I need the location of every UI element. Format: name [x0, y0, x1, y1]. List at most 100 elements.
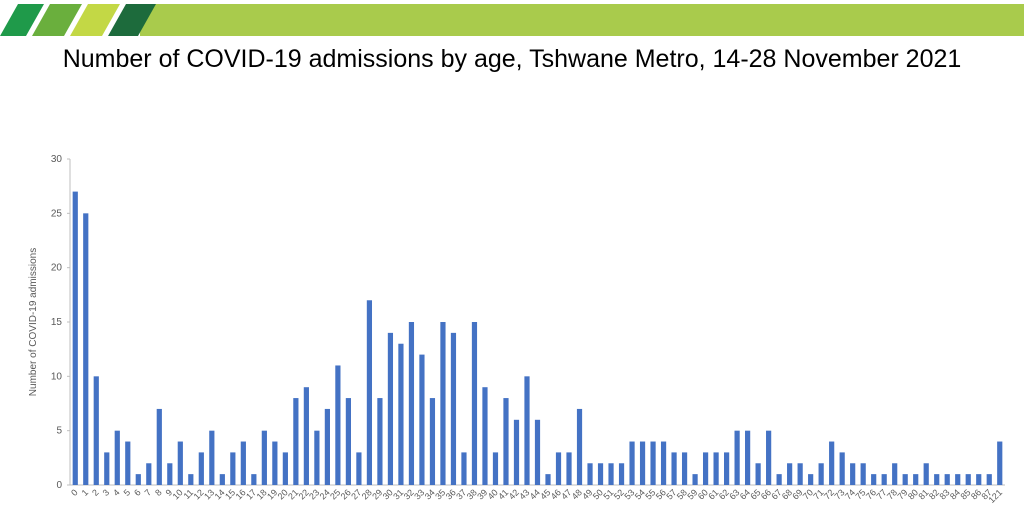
- bar: [114, 430, 120, 485]
- bar: [282, 452, 288, 485]
- bar: [555, 452, 562, 485]
- x-tick-label: 5: [122, 487, 133, 498]
- bar: [976, 474, 982, 485]
- bar: [261, 430, 267, 485]
- bar: [850, 463, 856, 485]
- bar: [787, 463, 793, 485]
- bar: [965, 474, 971, 485]
- bar: [440, 322, 446, 485]
- bar: [860, 463, 866, 485]
- bar: [671, 452, 677, 485]
- y-tick-label: 25: [51, 208, 63, 219]
- bar: [377, 398, 383, 485]
- bar: [955, 474, 961, 485]
- bar: [702, 452, 709, 485]
- bar: [198, 452, 204, 485]
- bar: [839, 452, 845, 485]
- x-tick-label: 8: [153, 487, 164, 498]
- bar: [587, 463, 593, 485]
- y-tick-label: 0: [56, 480, 62, 491]
- y-tick-label: 10: [51, 371, 63, 382]
- bar: [639, 441, 646, 485]
- bar: [997, 441, 1003, 485]
- bar: [72, 191, 78, 485]
- bar: [713, 452, 719, 485]
- bar: [902, 474, 908, 485]
- bar: [534, 419, 541, 485]
- bar: [629, 441, 635, 485]
- bar: [156, 408, 162, 485]
- banner-stripe: [32, 4, 82, 36]
- bar: [597, 463, 604, 485]
- bar: [146, 463, 152, 485]
- bar: [871, 474, 877, 485]
- banner-stripe: [108, 4, 156, 36]
- bar: [398, 343, 404, 485]
- bar: [482, 387, 488, 485]
- bar: [576, 408, 583, 485]
- x-tick-label: 4: [111, 487, 122, 498]
- bar: [366, 300, 373, 485]
- bar: [356, 452, 362, 485]
- bar: [934, 474, 940, 485]
- bar: [303, 387, 309, 485]
- bar: [776, 474, 782, 485]
- x-tick-label: 1: [80, 487, 91, 498]
- bar: [808, 474, 814, 485]
- bar: [545, 474, 551, 485]
- bar: [83, 213, 89, 486]
- bar: [923, 463, 929, 485]
- bar: [314, 430, 320, 485]
- bar: [986, 474, 992, 485]
- bar: [692, 474, 698, 485]
- bar: [513, 419, 520, 485]
- y-tick-label: 20: [51, 263, 63, 274]
- banner-stripe: [70, 4, 120, 36]
- bar: [766, 430, 772, 485]
- bar: [450, 332, 457, 485]
- bar: [230, 452, 236, 485]
- bar: [408, 322, 415, 485]
- bar: [818, 463, 824, 485]
- bar: [944, 474, 950, 485]
- y-tick-label: 30: [51, 154, 63, 165]
- bar: [209, 430, 215, 485]
- bar: [93, 376, 99, 485]
- x-tick-label: 7: [143, 487, 154, 498]
- bar: [188, 474, 194, 485]
- bar: [608, 463, 614, 485]
- bar: [503, 398, 509, 485]
- bar: [272, 441, 278, 485]
- x-tick-label: 3: [101, 487, 112, 498]
- bar: [618, 463, 625, 485]
- y-tick-label: 5: [56, 426, 62, 437]
- x-tick-label: 0: [69, 487, 80, 498]
- bar: [745, 430, 751, 485]
- banner-band: [140, 4, 1024, 36]
- bar: [293, 398, 299, 485]
- bar: [419, 354, 425, 485]
- banner-stripe: [0, 4, 44, 36]
- bar: [335, 365, 341, 485]
- y-axis-label: Number of COVID-19 admissions: [28, 248, 39, 396]
- bar: [387, 332, 394, 485]
- banner: [0, 4, 1024, 36]
- bar: [660, 441, 667, 485]
- bar: [251, 474, 257, 485]
- bar: [913, 474, 919, 485]
- bar: [429, 398, 436, 485]
- bar: [724, 452, 730, 485]
- bar: [797, 463, 803, 485]
- bar: [345, 398, 351, 485]
- bar: [324, 408, 330, 485]
- bar: [104, 452, 110, 485]
- bar: [650, 441, 656, 485]
- bar: [755, 463, 761, 485]
- y-tick-label: 15: [51, 317, 63, 328]
- x-tick-label: 9: [164, 487, 175, 498]
- bar: [681, 452, 688, 485]
- bar: [177, 441, 183, 485]
- bar: [135, 474, 141, 485]
- bar: [240, 441, 246, 485]
